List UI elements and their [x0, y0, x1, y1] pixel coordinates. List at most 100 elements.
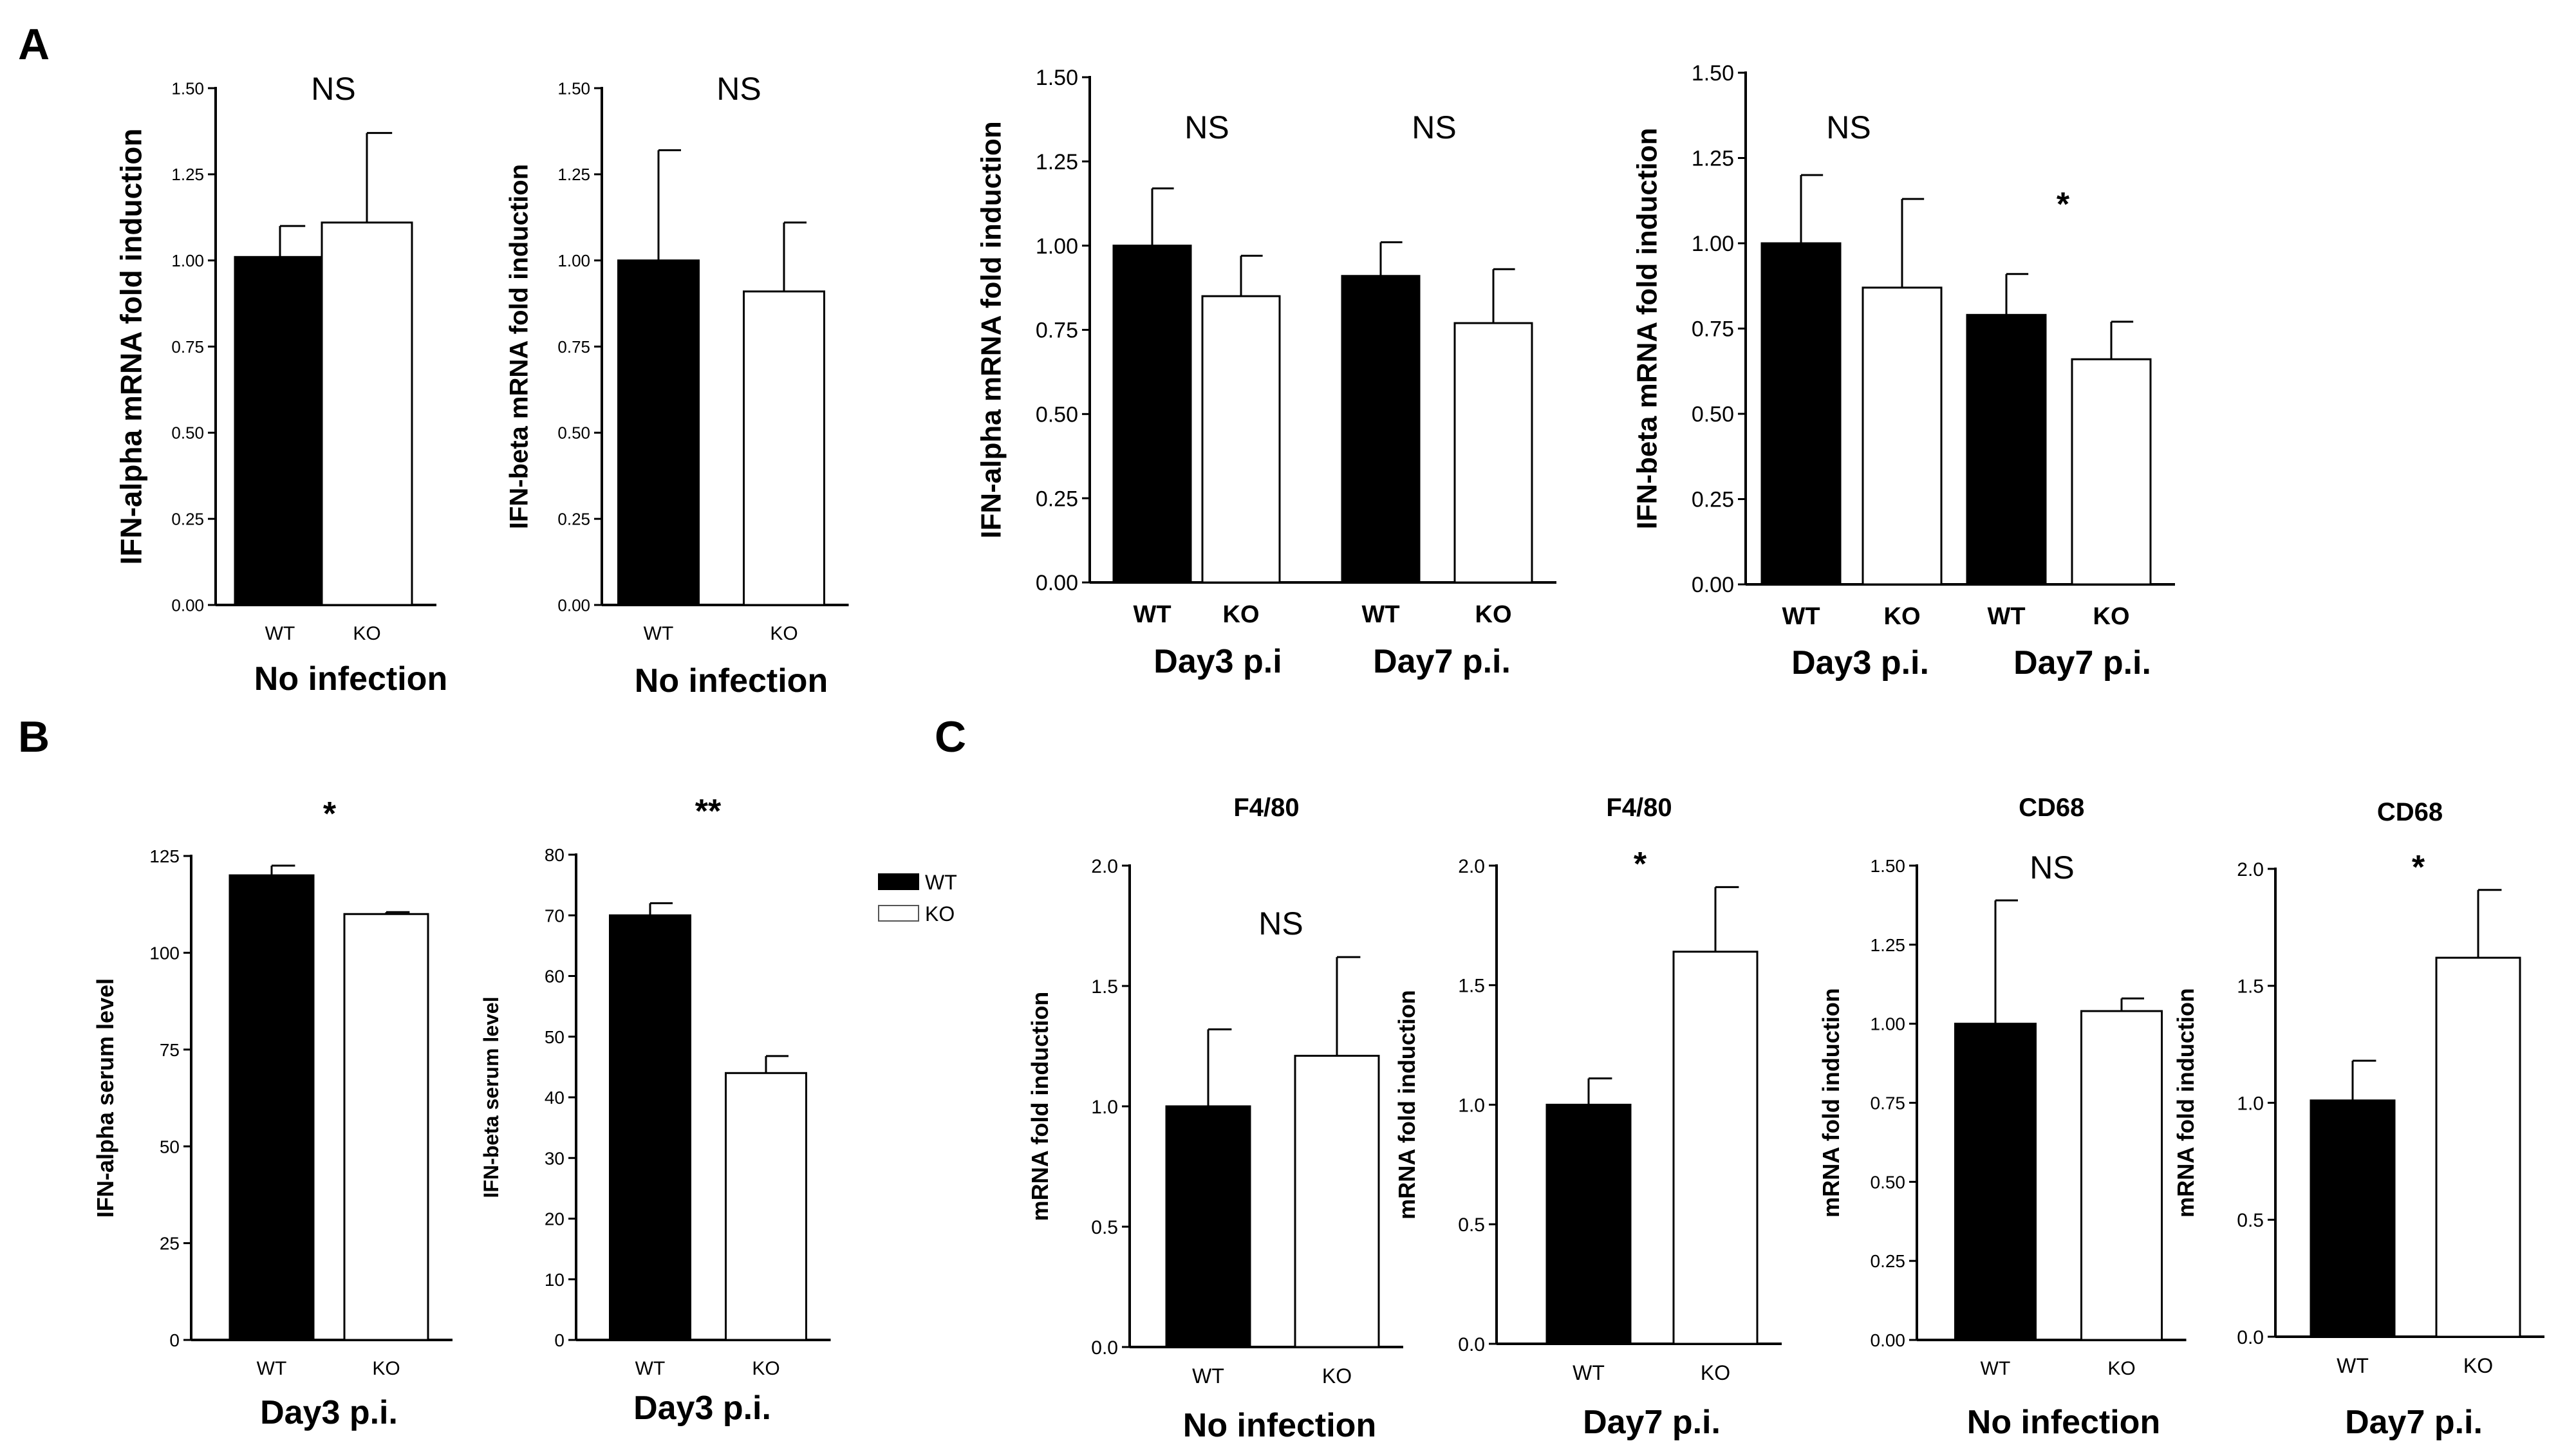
y-tick-label: 20: [545, 1209, 565, 1229]
x-category-label: KO: [353, 623, 380, 644]
y-tick-label: 0.50: [1871, 1172, 1906, 1192]
x-category-label: KO: [2463, 1354, 2493, 1377]
x-category-label: KO: [770, 623, 798, 644]
y-tick-label: 0.00: [171, 595, 204, 615]
y-tick-label: 75: [160, 1040, 180, 1060]
y-tick-label: 0.75: [557, 337, 590, 357]
x-category-label: WT: [1573, 1361, 1605, 1384]
bar-ko: [725, 1072, 807, 1341]
y-tick-label: 1.00: [171, 251, 204, 270]
y-axis-title: mRNA fold induction: [2172, 988, 2199, 1218]
y-axis-title: IFN-beta mRNA fold induction: [505, 164, 534, 529]
chart-title: F4/80: [1233, 794, 1299, 822]
y-tick-label: 1.5: [1458, 976, 1485, 997]
x-axis-title: Day3 p.i.: [260, 1394, 398, 1431]
y-tick-label: 1.50: [171, 79, 204, 98]
chart-a-ifn-alpha-infection: 0.00 0.25 0.50 0.75 1.00 1.25 1.50 IFN-alpha mR…: [975, 66, 1556, 680]
bar-wt: [1545, 1104, 1632, 1345]
y-tick-label: 0.00: [557, 595, 590, 615]
y-tick-label: 0.50: [1036, 403, 1078, 427]
chart-a-ifn-beta-no-infection: 0.00 0.25 0.50 0.75 1.00 1.25 1.50 IFN-beta mRN…: [505, 71, 849, 700]
bar-wt: [1954, 1023, 2037, 1341]
y-tick-label: 70: [545, 906, 565, 925]
significance-label: NS: [1258, 906, 1303, 942]
significance-label: *: [2412, 849, 2425, 886]
y-tick-label: 60: [545, 967, 565, 987]
y-tick-label: 1.00: [1871, 1014, 1906, 1034]
bar-ko: [321, 221, 413, 606]
y-tick-label: 0.25: [1692, 488, 1734, 512]
chart-c-cd68-day7: 0.0 0.5 1.0 1.5 2.0 mRNA fold induction WT KO Da…: [2172, 798, 2544, 1441]
y-tick-label: 0: [169, 1330, 180, 1350]
x-category-label: KO: [1475, 601, 1512, 628]
y-tick-label: 1.50: [1036, 66, 1078, 90]
x-category-label: KO: [1223, 601, 1260, 628]
bar-wt: [234, 256, 326, 606]
bar-ko: [743, 290, 825, 606]
x-category-label: WT: [2337, 1354, 2369, 1377]
group-label: Day7 p.i.: [2013, 644, 2151, 682]
y-tick-label: 30: [545, 1148, 565, 1168]
y-tick-label: 2.0: [1091, 856, 1118, 877]
y-tick-label: 1.00: [1692, 232, 1734, 256]
y-tick-label: 0.5: [1091, 1217, 1118, 1238]
y-tick-label: 40: [545, 1088, 565, 1108]
y-tick-label: 0.75: [171, 337, 204, 357]
y-tick-label: 1.25: [1871, 935, 1906, 955]
y-tick-label: 2.0: [1458, 856, 1485, 877]
x-axis-title: Day7 p.i.: [1583, 1404, 1721, 1441]
bar-ko: [2071, 358, 2152, 586]
y-tick-label: 1.50: [1871, 856, 1906, 876]
significance-label: **: [695, 793, 722, 830]
y-tick-label: 0.75: [1036, 319, 1078, 343]
x-category-label: WT: [1192, 1364, 1224, 1388]
x-category-label: WT: [265, 623, 295, 644]
bar-wt: [2310, 1099, 2396, 1338]
x-category-label: KO: [2093, 603, 2130, 630]
y-axis-title: IFN-alpha mRNA fold induction: [115, 128, 148, 564]
bar-wt: [1760, 242, 1842, 586]
y-axis-title: IFN-alpha serum level: [92, 978, 118, 1218]
bar-wt: [1341, 275, 1421, 584]
x-category-label: WT: [1782, 603, 1820, 630]
x-category-label: WT: [1987, 603, 2025, 630]
y-tick-label: 0.50: [557, 423, 590, 443]
legend-swatch-ko: [878, 905, 919, 922]
y-tick-label: 25: [160, 1234, 180, 1254]
x-category-label: WT: [644, 623, 674, 644]
y-tick-label: 1.0: [1091, 1097, 1118, 1118]
y-tick-label: 50: [160, 1137, 180, 1157]
y-tick-label: 0.00: [1036, 571, 1078, 595]
bar-ko: [1453, 322, 1533, 584]
chart-a-ifn-beta-infection: 0.00 0.25 0.50 0.75 1.00 1.25 1.50 IFN-beta mRN…: [1631, 61, 2175, 682]
group-label: Day7 p.i.: [1373, 643, 1511, 680]
y-tick-label: 0.25: [557, 510, 590, 529]
bar-wt: [229, 874, 315, 1341]
y-tick-label: 1.00: [557, 251, 590, 270]
panel-label-a: A: [18, 20, 50, 69]
significance-label: NS: [716, 71, 761, 107]
y-tick-label: 0.25: [171, 510, 204, 529]
chart-b-ifn-beta-serum: 0 10 20 30 40 50 60 70 80 IFN-beta serum level WT K…: [480, 793, 831, 1427]
bar-wt: [1165, 1105, 1251, 1348]
chart-b-ifn-alpha-serum: 0 25 50 75 100 125 IFN-alpha serum level WT KO Da…: [92, 795, 453, 1431]
panel-label-b: B: [18, 712, 50, 761]
bar-ko: [1294, 1054, 1380, 1348]
x-axis-title: Day3 p.i.: [633, 1390, 771, 1427]
y-tick-label: 1.25: [171, 165, 204, 184]
y-tick-label: 1.25: [1036, 150, 1078, 174]
chart-title: CD68: [2377, 798, 2443, 826]
y-tick-label: 10: [545, 1270, 565, 1290]
significance-label: NS: [2030, 850, 2074, 886]
panel-label-c: C: [935, 712, 966, 761]
y-axis-title: mRNA fold induction: [1027, 992, 1053, 1222]
x-axis-title: No infection: [1967, 1404, 2160, 1441]
x-category-label: KO: [372, 1358, 400, 1379]
y-axis-title: mRNA fold induction: [1394, 990, 1420, 1220]
y-tick-label: 100: [149, 943, 180, 963]
bar-wt: [617, 259, 700, 606]
y-tick-label: 1.00: [1036, 234, 1078, 259]
bar-wt: [1112, 245, 1192, 584]
y-axis-title: mRNA fold induction: [1818, 988, 1844, 1218]
